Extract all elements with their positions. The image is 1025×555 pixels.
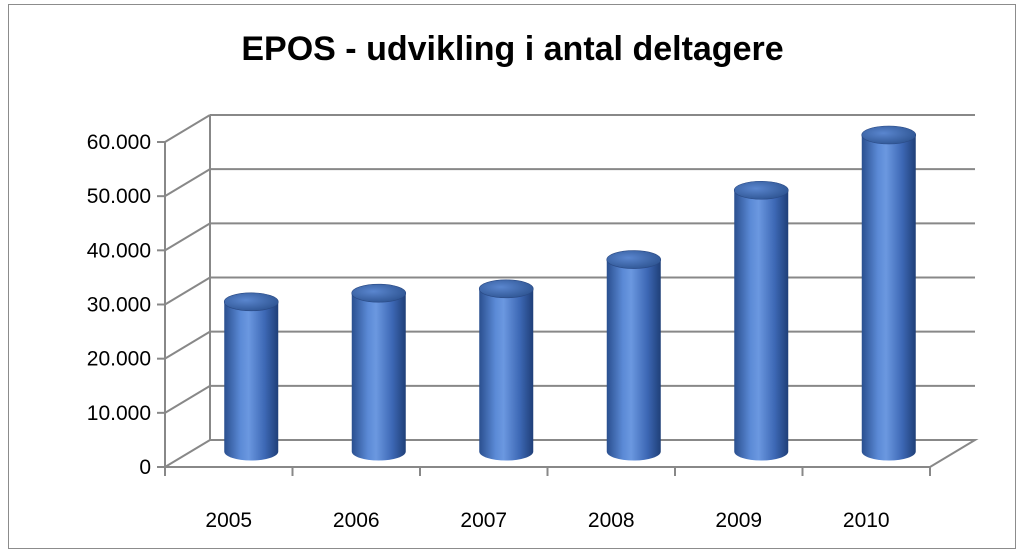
chart-title: EPOS - udvikling i antal deltagere [241, 30, 784, 68]
x-tick-label-2007: 2007 [460, 509, 507, 532]
bars-layer [223, 125, 917, 461]
bar-body-2010 [861, 135, 916, 461]
bar-2005 [223, 292, 279, 461]
bar-top-2005 [223, 292, 279, 312]
x-tick-label-2008: 2008 [588, 509, 635, 532]
bar-2007 [478, 279, 534, 461]
bar-top-2010 [861, 125, 917, 145]
x-tick-label-2010: 2010 [843, 509, 890, 532]
bar-body-2005 [224, 301, 279, 461]
y-tick-label-0: 0 [139, 456, 151, 479]
bar-2010 [861, 125, 917, 461]
bar-body-2008 [606, 259, 661, 461]
bar-top-2008 [606, 250, 662, 269]
bar-2008 [606, 250, 662, 461]
bar-top-2006 [351, 283, 407, 303]
x-tick-label-2006: 2006 [333, 509, 380, 532]
y-tick-label-3: 30.000 [87, 294, 151, 317]
axis-layer [157, 115, 931, 476]
y-tick-label-6: 60.000 [87, 131, 151, 154]
gridline-diag-0 [164, 439, 211, 468]
gridline-diag-2 [164, 330, 211, 360]
gridline-diag-5 [164, 168, 211, 198]
gridline-diag-1 [164, 384, 211, 414]
x-tick-label-2005: 2005 [205, 509, 252, 532]
bar-top-2009 [733, 180, 789, 200]
labels-layer: 0 10.000 20.000 30.000 40.000 50.000 60.000 200… [87, 131, 890, 532]
x-tick-label-2009: 2009 [715, 509, 762, 532]
floor-outline [165, 439, 979, 468]
grid-layer [164, 114, 979, 468]
y-tick-label-2: 20.000 [87, 348, 151, 371]
gridline-diag-6 [164, 114, 211, 143]
gridline-diag-3 [164, 276, 211, 306]
bar-2009 [733, 180, 789, 461]
y-tick-label-4: 40.000 [87, 239, 151, 262]
y-tick-label-1: 10.000 [87, 402, 151, 425]
bar-body-2009 [734, 190, 789, 461]
bar-body-2006 [351, 293, 406, 461]
y-tick-label-5: 50.000 [87, 185, 151, 208]
bar-body-2007 [479, 288, 534, 461]
bar-2006 [351, 283, 407, 461]
bar-top-2007 [478, 279, 534, 299]
gridline-diag-4 [164, 222, 211, 252]
